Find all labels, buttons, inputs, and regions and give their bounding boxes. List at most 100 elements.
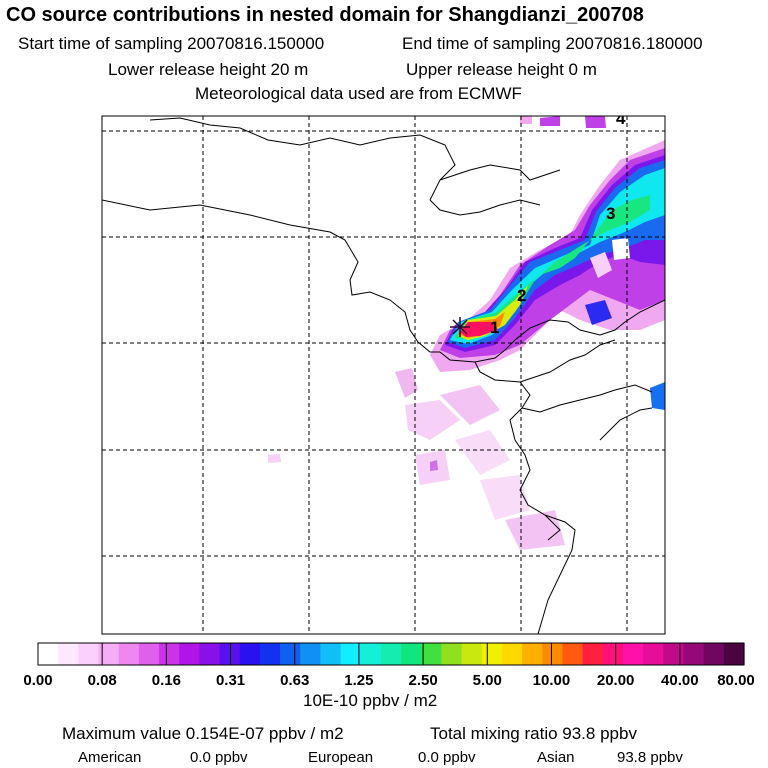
total-mixing-ratio-label: Total mixing ratio 93.8 ppbv [430,724,637,743]
colorbar-swatch [622,643,644,665]
colorbar-swatch [38,643,59,665]
colorbar-swatch [602,643,624,665]
coastline [429,199,541,216]
colorbar-swatch [421,643,443,665]
colorbar-swatch [259,643,281,665]
colorbar-tick-label: 0.31 [216,672,245,689]
coastline [474,339,616,383]
american-label: American [78,749,142,766]
european-value: 0.0 ppbv [418,749,476,766]
colorbar-swatch [159,643,180,665]
position-label-4: 4 [616,109,626,128]
colorbar-swatch [199,643,221,665]
colorbar-tick-label: 20.00 [597,672,635,689]
colorbar-swatch [501,643,523,665]
colorbar-unit: 10E-10 ppbv / m2 [303,691,438,710]
plume-patch [520,116,532,124]
colorbar-ticks: 0.00 0.08 0.16 0.31 0.63 1.25 2.50 5.00 10.00 20.… [23,643,755,689]
plume-patch [395,368,418,398]
plume-patch [455,430,510,475]
colorbar-swatch [562,643,584,665]
grid [102,116,665,634]
plume-patch [650,382,665,410]
receptor-marker [450,317,470,337]
maximum-value-label: Maximum value 0.154E-07 ppbv / m2 [62,724,344,743]
colorbar-swatch [441,643,463,665]
colorbar-swatch [179,643,200,665]
plume-patch [540,116,560,126]
colorbar-tick-label: 40.00 [661,672,699,689]
colorbar-swatch [360,643,382,665]
colorbar [38,643,745,665]
colorbar-tick-label: 0.08 [88,672,117,689]
plume-hole [590,252,612,278]
coastline [519,381,653,413]
colorbar-swatch [481,643,503,665]
colorbar-tick-label: 0.63 [280,672,309,689]
colorbar-swatch [138,643,160,665]
colorbar-swatch [522,643,543,665]
sampling-end-label: End time of sampling 20070816.180000 [402,34,703,53]
asian-label: Asian [537,749,575,766]
coastline [509,407,576,634]
plume-patch [440,385,500,425]
colorbar-swatch [723,643,745,665]
colorbar-swatch [340,643,362,665]
colorbar-tick-label: 2.50 [408,672,437,689]
colorbar-swatch [78,643,100,665]
colorbar-swatch [280,643,301,665]
plume-patch [430,460,438,471]
colorbar-swatch [118,643,140,665]
meteorology-label: Meteorological data used are from ECMWF [195,84,522,103]
asian-value: 93.8 ppbv [617,749,683,766]
colorbar-swatch [461,643,483,665]
position-label-2: 2 [517,286,526,305]
colorbar-swatch [663,643,685,665]
plume-hole [585,300,612,325]
coastline [439,164,561,181]
colorbar-tick-label: 0.16 [152,672,181,689]
plume-patch [505,510,565,550]
coastline [102,199,440,353]
position-label-1: 1 [490,318,499,337]
plume-patch [585,116,606,128]
colorbar-swatch [401,643,422,665]
plume-hole [612,238,630,260]
chart-title: CO source contributions in nested domain… [6,4,644,26]
map-area: 1 2 3 4 [102,109,665,634]
colorbar-swatch [582,643,604,665]
coastlines [102,117,665,634]
coastline [149,117,456,201]
plume-patch [480,475,530,520]
european-label: European [308,749,374,766]
colorbar-swatch [380,643,402,665]
map-frame [101,115,666,635]
upper-release-height-label: Upper release height 0 m [406,60,597,79]
plume-field [268,116,665,550]
colorbar-tick-label: 10.00 [533,672,571,689]
colorbar-swatch [219,643,241,665]
plume-patch [405,400,460,440]
plume-patch [268,454,281,463]
colorbar-swatch [320,643,342,665]
plume-band [455,195,650,340]
colorbar-swatch [98,643,120,665]
colorbar-swatch [643,643,664,665]
colorbar-tick-label: 1.25 [344,672,373,689]
colorbar-tick-label: 0.00 [23,672,52,689]
colorbar-swatch [542,643,564,665]
colorbar-swatch [683,643,705,665]
colorbar-swatch [239,643,261,665]
plume-core [460,322,498,337]
colorbar-swatch [300,643,321,665]
colorbar-tick-label: 5.00 [473,672,502,689]
coastline [544,514,561,541]
lower-release-height-label: Lower release height 20 m [108,60,309,79]
colorbar-tick-label: 80.00 [717,672,755,689]
coastline [599,407,653,441]
colorbar-swatch [703,643,725,665]
colorbar-swatch [58,643,79,665]
coastline [439,299,665,363]
sampling-start-label: Start time of sampling 20070816.150000 [18,34,325,53]
